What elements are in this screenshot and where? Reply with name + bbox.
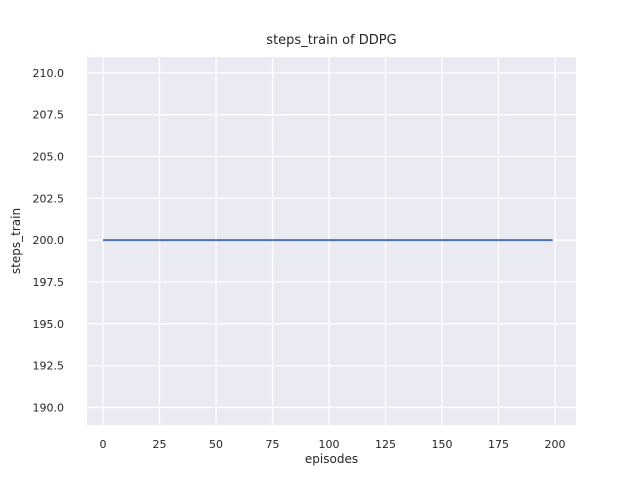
x-tick-label: 125 bbox=[375, 438, 396, 451]
x-tick-label: 100 bbox=[319, 438, 340, 451]
x-tick-label: 200 bbox=[544, 438, 565, 451]
y-tick-label: 197.5 bbox=[33, 276, 65, 289]
x-tick-label: 50 bbox=[209, 438, 223, 451]
y-tick-label: 205.0 bbox=[33, 151, 65, 164]
y-tick-label: 207.5 bbox=[33, 109, 65, 122]
x-axis-label: episodes bbox=[304, 452, 359, 466]
y-tick-label: 192.5 bbox=[33, 360, 65, 373]
x-tick-label: 0 bbox=[100, 438, 107, 451]
y-tick-label: 195.0 bbox=[33, 318, 65, 331]
y-tick-label: 202.5 bbox=[33, 192, 65, 205]
y-tick-label: 200.0 bbox=[33, 234, 65, 247]
x-tick-label: 25 bbox=[153, 438, 167, 451]
chart-title: steps_train of DDPG bbox=[266, 33, 397, 48]
x-tick-label: 175 bbox=[488, 438, 509, 451]
y-tick-label: 210.0 bbox=[33, 67, 65, 80]
x-tick-label: 150 bbox=[431, 438, 452, 451]
y-tick-label: 190.0 bbox=[33, 401, 65, 414]
x-tick-label: 75 bbox=[266, 438, 280, 451]
